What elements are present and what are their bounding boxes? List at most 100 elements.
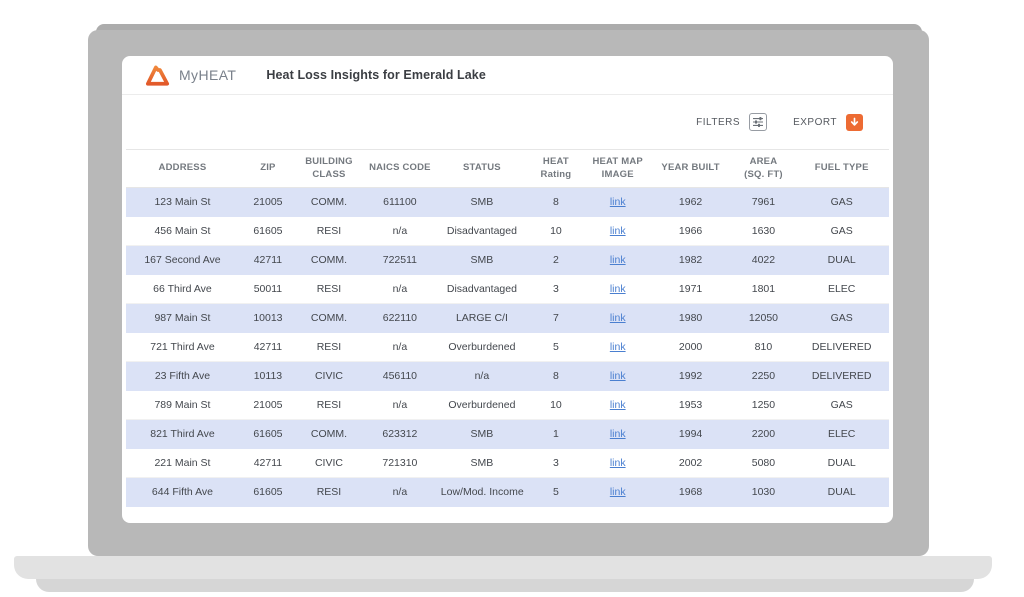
laptop-screen: MyHEAT Heat Loss Insights for Emerald La… <box>122 56 893 523</box>
cell-naics_code: 721310 <box>360 448 439 478</box>
table-row: 221 Main St 42711 CIVIC 721310 SMB 3 link 2002 5… <box>126 448 889 478</box>
cell-building_class: CIVIC <box>296 361 361 391</box>
cell-year_built: 1953 <box>648 390 733 420</box>
cell-fuel_type: GAS <box>794 187 889 217</box>
cell-fuel_type: DUAL <box>794 477 889 507</box>
cell-zip: 61605 <box>238 216 297 246</box>
heat-map-image-link[interactable]: link <box>609 399 626 411</box>
cell-fuel_type: ELEC <box>794 419 889 449</box>
column-header-building_class: BUILDING CLASS <box>296 149 361 188</box>
heat-map-image-link[interactable]: link <box>609 370 626 382</box>
cell-area: 5080 <box>732 448 795 478</box>
cell-heat_rating: 5 <box>525 477 587 507</box>
cell-zip: 21005 <box>238 187 297 217</box>
cell-zip: 10013 <box>238 303 297 333</box>
cell-fuel_type: GAS <box>794 303 889 333</box>
laptop-base <box>14 556 992 579</box>
heat-map-image-link[interactable]: link <box>609 457 626 469</box>
cell-naics_code: n/a <box>360 390 439 420</box>
cell-heat_rating: 5 <box>525 332 587 362</box>
cell-status: Overburdened <box>438 390 526 420</box>
cell-year_built: 1982 <box>648 245 733 275</box>
cell-heat_map_image: link <box>586 187 649 217</box>
cell-address: 23 Fifth Ave <box>126 361 239 391</box>
table-row: 721 Third Ave 42711 RESI n/a Overburdened 5 li… <box>126 332 889 362</box>
heat-map-image-link[interactable]: link <box>609 196 626 208</box>
cell-year_built: 1980 <box>648 303 733 333</box>
table-row: 456 Main St 61605 RESI n/a Disadvantaged 10 li… <box>126 216 889 246</box>
cell-fuel_type: DELIVERED <box>794 361 889 391</box>
cell-fuel_type: DUAL <box>794 245 889 275</box>
table-body: 123 Main St 21005 COMM. 611100 SMB 8 link 1962 7… <box>126 187 889 507</box>
cell-naics_code: n/a <box>360 477 439 507</box>
cell-heat_map_image: link <box>586 361 649 391</box>
cell-year_built: 1966 <box>648 216 733 246</box>
cell-year_built: 1962 <box>648 187 733 217</box>
page-title: Heat Loss Insights for Emerald Lake <box>266 68 486 82</box>
cell-building_class: COMM. <box>296 245 361 275</box>
myheat-triangle-logo-icon <box>145 65 170 86</box>
laptop-base-lip <box>36 579 974 592</box>
cell-naics_code: 623312 <box>360 419 439 449</box>
cell-address: 221 Main St <box>126 448 239 478</box>
cell-building_class: RESI <box>296 332 361 362</box>
cell-address: 167 Second Ave <box>126 245 239 275</box>
export-button[interactable]: EXPORT <box>793 113 863 131</box>
column-header-area: AREA (SQ. FT) <box>732 149 795 188</box>
table-row: 987 Main St 10013 COMM. 622110 LARGE C/I 7 lin… <box>126 303 889 333</box>
download-icon <box>846 113 863 131</box>
heat-map-image-link[interactable]: link <box>609 428 626 440</box>
cell-heat_map_image: link <box>586 390 649 420</box>
column-header-status: STATUS <box>438 149 526 188</box>
cell-naics_code: n/a <box>360 216 439 246</box>
myheat-logo: MyHEAT <box>144 63 236 87</box>
sliders-icon <box>749 113 768 131</box>
column-header-year_built: YEAR BUILT <box>648 149 733 188</box>
export-label: EXPORT <box>793 116 837 128</box>
cell-area: 2250 <box>732 361 795 391</box>
cell-building_class: RESI <box>296 274 361 304</box>
cell-zip: 42711 <box>238 332 297 362</box>
cell-area: 7961 <box>732 187 795 217</box>
cell-building_class: COMM. <box>296 303 361 333</box>
cell-heat_rating: 10 <box>525 390 587 420</box>
cell-status: SMB <box>438 419 526 449</box>
heat-map-image-link[interactable]: link <box>609 225 626 237</box>
table-row: 167 Second Ave 42711 COMM. 722511 SMB 2 link 19… <box>126 245 889 275</box>
cell-building_class: CIVIC <box>296 448 361 478</box>
cell-zip: 42711 <box>238 448 297 478</box>
cell-heat_map_image: link <box>586 332 649 362</box>
cell-status: Overburdened <box>438 332 526 362</box>
table-row: 123 Main St 21005 COMM. 611100 SMB 8 link 1962 7… <box>126 187 889 217</box>
cell-building_class: COMM. <box>296 419 361 449</box>
table-row: 66 Third Ave 50011 RESI n/a Disadvantaged 3 li… <box>126 274 889 304</box>
heat-map-image-link[interactable]: link <box>609 283 626 295</box>
column-header-zip: ZIP <box>238 149 297 188</box>
cell-naics_code: 722511 <box>360 245 439 275</box>
cell-status: Disadvantaged <box>438 274 526 304</box>
cell-status: SMB <box>438 187 526 217</box>
filters-button[interactable]: FILTERS <box>696 113 768 131</box>
cell-heat_rating: 8 <box>525 361 587 391</box>
cell-status: Disadvantaged <box>438 216 526 246</box>
heat-map-image-link[interactable]: link <box>609 312 626 324</box>
heat-map-image-link[interactable]: link <box>609 341 626 353</box>
cell-heat_rating: 8 <box>525 187 587 217</box>
column-header-heat_map_image: HEAT MAP IMAGE <box>586 149 649 188</box>
cell-fuel_type: DELIVERED <box>794 332 889 362</box>
cell-area: 810 <box>732 332 795 362</box>
cell-status: Low/Mod. Income <box>438 477 526 507</box>
cell-naics_code: 622110 <box>360 303 439 333</box>
heat-map-image-link[interactable]: link <box>609 486 626 498</box>
cell-address: 456 Main St <box>126 216 239 246</box>
table-row: 789 Main St 21005 RESI n/a Overburdened 10 lin… <box>126 390 889 420</box>
column-header-fuel_type: FUEL TYPE <box>794 149 889 188</box>
cell-heat_map_image: link <box>586 274 649 304</box>
cell-address: 821 Third Ave <box>126 419 239 449</box>
table-header-row: ADDRESS ZIP BUILDING CLASS NAICS CODE STATUS H… <box>126 149 889 188</box>
cell-year_built: 1994 <box>648 419 733 449</box>
table-row: 821 Third Ave 61605 COMM. 623312 SMB 1 link 199… <box>126 419 889 449</box>
heat-map-image-link[interactable]: link <box>609 254 626 266</box>
cell-heat_map_image: link <box>586 216 649 246</box>
